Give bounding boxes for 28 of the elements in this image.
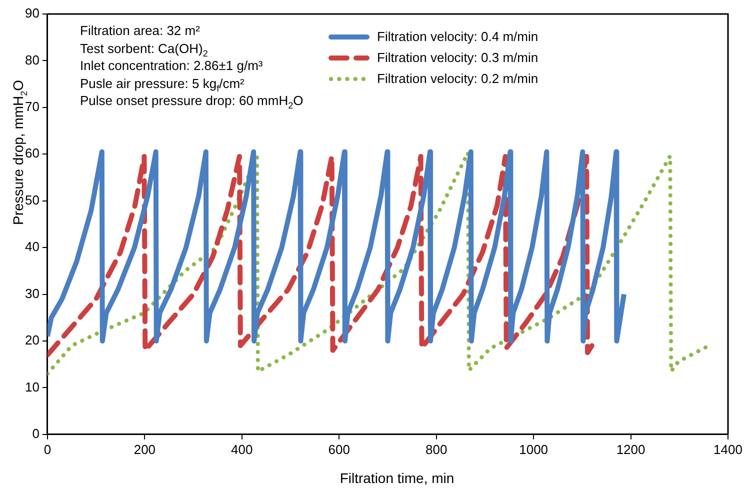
y-tick-label: 60 (24, 146, 40, 161)
x-axis-title: Filtration time, min (338, 470, 456, 486)
x-tick-label: 1000 (519, 442, 548, 457)
y-tick-label: 80 (24, 52, 40, 68)
x-tick-label: 1400 (714, 442, 742, 457)
y-tick-label: 10 (24, 379, 40, 394)
y-tick-label: 90 (24, 6, 40, 21)
annotation: Test sorbent: Ca(OH)$_{2}$ (80, 40, 209, 58)
y-tick-label: 70 (24, 99, 40, 114)
annotation: Pusle air pressure: 5 kg$_{f}$/cm² (80, 74, 246, 94)
x-tick-label: 200 (134, 442, 156, 457)
annotation: Filtration area: 32 m² (80, 22, 201, 40)
y-tick-label: 0 (32, 426, 40, 441)
y-tick-label: 50 (24, 192, 40, 208)
x-tick-label: 1200 (616, 442, 646, 457)
y-tick-label: 20 (24, 332, 40, 348)
legend-label: Filtration velocity: 0.4 m/min (377, 28, 538, 46)
annotation: Pulse onset pressure drop: 60 mmH$_{2}$O (80, 92, 304, 111)
x-tick-label: 600 (328, 442, 350, 457)
x-tick-label: 400 (231, 442, 253, 457)
y-tick-label: 30 (24, 286, 40, 301)
y-tick-label: 40 (24, 239, 40, 254)
legend-label: Filtration velocity: 0.2 m/min (377, 70, 538, 88)
annotation: Inlet concentration: 2.86±1 g/m³ (80, 57, 264, 74)
line-series (47, 150, 710, 376)
legend-label: Filtration velocity: 0.3 m/min (377, 49, 538, 67)
x-tick-label: 0 (44, 442, 52, 457)
x-tick-label: 800 (425, 442, 448, 457)
